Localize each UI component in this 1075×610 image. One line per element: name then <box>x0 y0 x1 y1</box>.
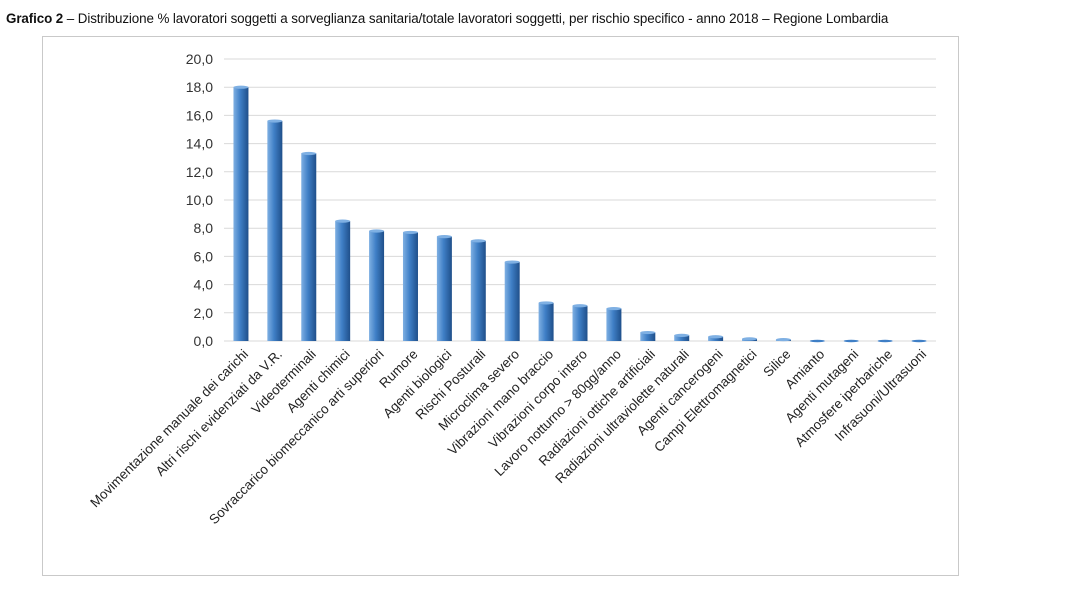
bar <box>742 337 758 341</box>
bar-rect <box>640 332 656 341</box>
bar <box>538 301 554 341</box>
x-axis-category-labels: Movimentazione manuale dei carichiAltri … <box>87 346 929 527</box>
bar-cap <box>301 151 317 156</box>
bar-cap <box>640 330 656 335</box>
y-tick-label: 4,0 <box>194 277 214 293</box>
bar <box>674 333 690 341</box>
x-category-label: Movimentazione manuale dei carichi <box>87 346 251 510</box>
y-tick-label: 2,0 <box>194 305 214 321</box>
bar-base <box>877 339 893 343</box>
bar-cap <box>708 335 724 339</box>
bar <box>267 119 283 341</box>
y-tick-label: 16,0 <box>186 107 213 123</box>
bar-rect <box>606 308 622 341</box>
bar-cap <box>742 337 758 341</box>
bar-rect <box>504 262 520 341</box>
y-tick-label: 10,0 <box>186 192 213 208</box>
chart-heading: Grafico 2 – Distribuzione % lavoratori s… <box>6 11 1071 26</box>
bar <box>809 339 825 343</box>
y-tick-label: 20,0 <box>186 51 213 67</box>
y-tick-label: 18,0 <box>186 79 213 95</box>
bar-base <box>843 339 859 343</box>
bar-cap <box>470 239 486 243</box>
y-tick-label: 6,0 <box>194 248 214 264</box>
bar <box>436 235 452 341</box>
bar-cap <box>606 306 622 311</box>
bar-rect <box>470 240 486 341</box>
bar-cap <box>369 229 385 233</box>
bar-cap <box>674 333 690 337</box>
bar <box>470 239 486 341</box>
bar-cap <box>335 219 351 223</box>
bar <box>369 229 385 341</box>
bar <box>335 219 351 341</box>
bar <box>504 260 520 341</box>
bar <box>233 85 249 341</box>
bar-cap <box>538 301 554 305</box>
bar-rect <box>301 153 317 341</box>
bar <box>708 335 724 341</box>
bar-rect <box>267 121 283 341</box>
gridlines <box>224 58 936 342</box>
bar-rect <box>233 87 249 341</box>
bar <box>606 306 622 341</box>
y-tick-label: 8,0 <box>194 220 214 236</box>
bar <box>843 339 859 343</box>
bar-rect <box>572 305 588 341</box>
bar-rect <box>436 236 452 341</box>
bar-chart: 0,02,04,06,08,010,012,014,016,018,020,0 … <box>87 51 936 527</box>
y-tick-label: 12,0 <box>186 164 213 180</box>
bar <box>911 339 927 343</box>
bar-rect <box>674 335 690 341</box>
y-tick-label: 0,0 <box>194 333 214 349</box>
y-axis-ticks: 0,0 2,0 4,0 6,0 8,0 10,0 12,0 14,0 16,0 18,0 20,0 <box>186 51 213 349</box>
bar-cap <box>267 119 283 123</box>
bar <box>402 230 418 341</box>
bar <box>640 330 656 341</box>
y-tick-label: 14,0 <box>186 136 213 152</box>
bar-cap <box>402 230 418 235</box>
chart-frame: 0,0 2,0 4,0 6,0 8,0 10,0 12,0 14,0 16,0 18,0 20,0 … <box>42 36 959 576</box>
bar-base <box>911 339 927 343</box>
bar <box>775 337 791 342</box>
bar-rect <box>708 336 724 341</box>
bar-rect <box>538 302 554 341</box>
bar-rect <box>369 231 385 341</box>
bar-cap <box>775 337 791 342</box>
bar-rect <box>335 221 351 341</box>
bars <box>233 85 927 343</box>
bar-cap <box>572 304 588 308</box>
bar-base <box>809 339 825 343</box>
bar-rect <box>402 232 418 341</box>
bar-cap <box>233 85 249 89</box>
bar-cap <box>436 235 452 239</box>
chart-heading-text: – Distribuzione % lavoratori soggetti a … <box>63 11 889 26</box>
bar <box>572 304 588 341</box>
chart-heading-prefix: Grafico 2 <box>6 11 64 26</box>
bar <box>301 151 317 341</box>
bar <box>877 339 893 343</box>
bar-cap <box>504 260 520 264</box>
